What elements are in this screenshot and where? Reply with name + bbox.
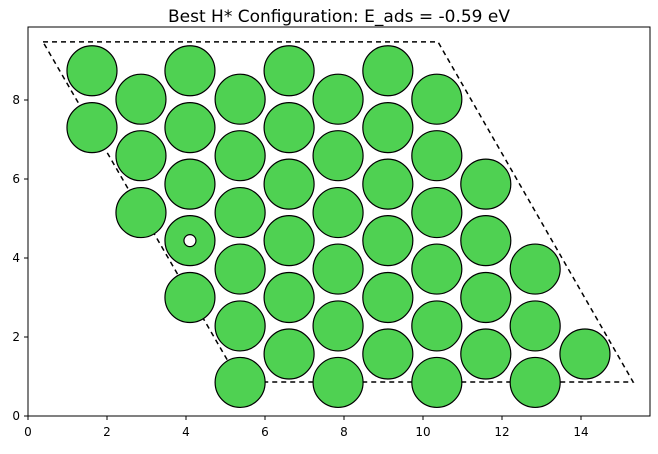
substrate-atom-26 [312, 186, 364, 239]
substrate-atom-29 [263, 158, 315, 210]
substrate-atom-25 [214, 186, 266, 239]
substrate-atom-6 [460, 328, 512, 380]
h-adsorbate-atom [183, 234, 197, 248]
y-tick-label: 2 [12, 330, 20, 344]
substrate-atom-42 [312, 73, 364, 125]
substrate-atom-33 [214, 130, 266, 182]
x-tick-label: 12 [494, 425, 509, 439]
x-tick-label: 6 [261, 425, 269, 439]
substrate-atom-19 [509, 243, 561, 295]
substrate-atom-31 [460, 158, 512, 210]
y-tick-label: 0 [12, 409, 20, 423]
x-tick-label: 4 [182, 425, 190, 439]
substrate-atom-35 [411, 130, 463, 182]
substrate-atom-41 [214, 73, 266, 125]
y-tick-label: 8 [12, 93, 20, 107]
substrate-atom-8 [214, 300, 266, 352]
substrate-atom-4 [263, 328, 315, 380]
substrate-atom-16 [214, 243, 266, 295]
substrate-atom-14 [362, 271, 414, 324]
axes-frame [27, 26, 651, 417]
substrate-atom-1 [312, 356, 364, 409]
x-tick-label: 10 [415, 425, 430, 439]
substrate-atom-5 [362, 328, 414, 380]
substrate-atom-12 [164, 271, 216, 324]
x-tick-label: 0 [24, 425, 32, 439]
substrate-atom-24 [115, 186, 167, 239]
substrate-atom-21 [263, 215, 315, 267]
substrate-atom-47 [362, 45, 414, 97]
y-tick-label: 6 [12, 172, 20, 186]
substrate-atom-11 [509, 300, 561, 352]
substrate-atom-9 [312, 300, 364, 352]
substrate-atom-34 [312, 130, 364, 182]
substrate-atom-3 [509, 356, 561, 409]
substrate-atom-39 [362, 102, 414, 154]
cell-outline [41, 41, 635, 383]
substrate-atom-22 [362, 215, 414, 267]
substrate-atom-28 [164, 158, 216, 210]
chart-title: Best H* Configuration: E_ads = -0.59 eV [168, 7, 510, 27]
substrate-atom-18 [411, 243, 463, 295]
substrate-atom-30 [362, 158, 414, 210]
substrate-atom-37 [164, 102, 216, 154]
x-tick-label: 8 [340, 425, 348, 439]
substrate-atom-2 [411, 356, 463, 409]
substrate-atom-23 [460, 215, 512, 267]
substrate-atom-45 [164, 45, 216, 97]
x-tick-label: 14 [573, 425, 588, 439]
substrate-atom-43 [411, 73, 463, 125]
substrate-atom-44 [66, 45, 118, 97]
substrate-atom-36 [66, 102, 118, 154]
substrate-atom-46 [263, 45, 315, 97]
y-tick-label: 4 [12, 251, 20, 265]
substrate-atom-13 [263, 271, 315, 324]
substrate-atom-10 [411, 300, 463, 352]
substrate-atom-15 [460, 271, 512, 324]
substrate-atom-40 [115, 73, 167, 125]
substrate-atom-38 [263, 102, 315, 154]
substrate-atom-0 [214, 356, 266, 409]
substrate-atom-32 [115, 130, 167, 182]
substrate-atom-27 [411, 186, 463, 239]
substrate-atom-17 [312, 243, 364, 295]
x-tick-label: 2 [103, 425, 111, 439]
substrate-atom-7 [559, 328, 611, 380]
